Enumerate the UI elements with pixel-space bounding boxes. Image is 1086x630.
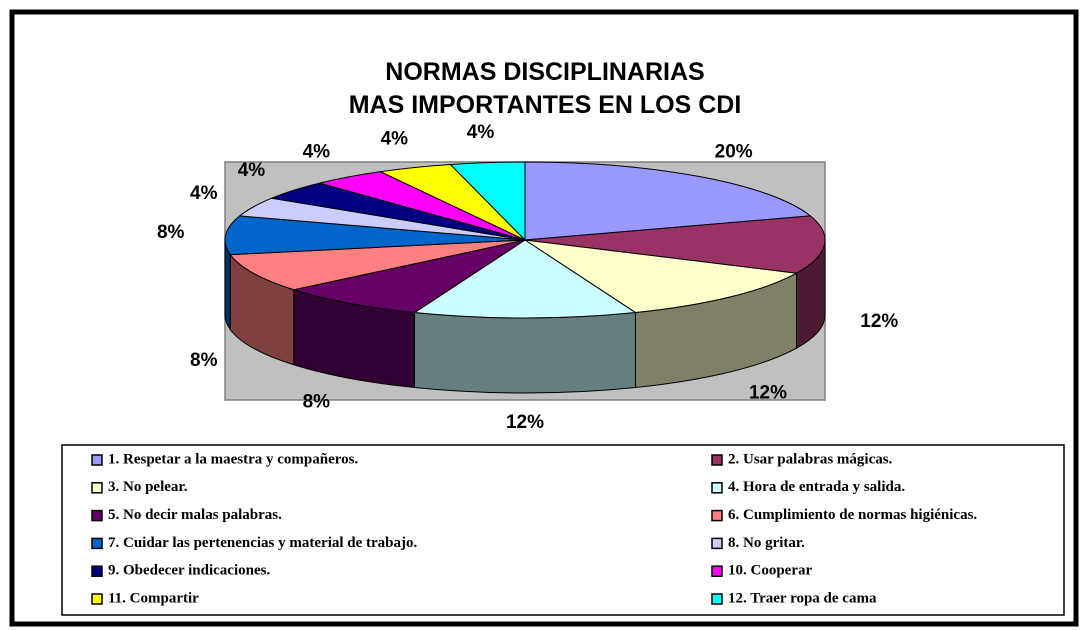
legend-label: 1. Respetar a la maestra y compañeros. [108,451,358,467]
data-label: 4% [381,129,409,150]
legend-swatch [711,482,723,494]
legend-label: 12. Traer ropa de cama [728,590,877,606]
data-label: 4% [303,142,331,163]
legend-swatch [91,509,103,522]
legend [61,444,1065,616]
data-label: 4% [190,183,218,204]
legend-label: 11. Compartir [108,590,199,606]
legend-label: 10. Cooperar [728,563,812,579]
pie-slice [524,239,799,314]
data-label: 8% [190,350,218,371]
legend-swatch [711,593,723,605]
pie-slice [449,161,526,242]
chart-title: MAS IMPORTANTES EN LOS CDI [349,91,742,119]
legend-label: 7. Cuidar las pertenencias y material de… [108,535,418,551]
data-label: 12% [860,311,898,332]
data-label: 4% [467,122,495,143]
legend-label: 2. Usar palabras mágicas. [728,451,893,467]
data-label: 12% [506,412,544,433]
legend-label: 9. Obedecer indicaciones. [108,563,270,579]
legend-label: 5. No decir malas palabras. [108,507,282,523]
data-label: 12% [749,383,787,404]
pie-slice [224,215,526,256]
legend-label: 4. Hora de entrada y salida. [728,479,905,495]
pie-slice [291,239,526,314]
data-label: 8% [303,391,331,412]
pie-side [414,311,636,394]
legend-swatch [91,593,103,605]
legend-swatch [91,537,103,550]
pie-slice [413,239,637,319]
pie-slice [229,239,526,291]
pie-slice [524,215,826,274]
legend-swatch [711,454,723,466]
legend-swatch [711,509,723,522]
data-label: 8% [157,222,185,243]
pie-slice [524,161,812,241]
legend-label: 3. No pelear. [108,479,188,495]
data-label: 20% [715,142,753,163]
chart-title: NORMAS DISCIPLINARIAS [385,58,704,86]
data-label: 4% [238,160,266,181]
legend-swatch [91,565,103,577]
legend-swatch [711,565,723,577]
legend-label: 8. No gritar. [728,535,805,551]
legend-label: 6. Cumplimiento de normas higiénicas. [728,507,977,523]
legend-swatch [711,537,723,550]
legend-swatch [91,482,103,494]
legend-swatch [91,454,103,466]
